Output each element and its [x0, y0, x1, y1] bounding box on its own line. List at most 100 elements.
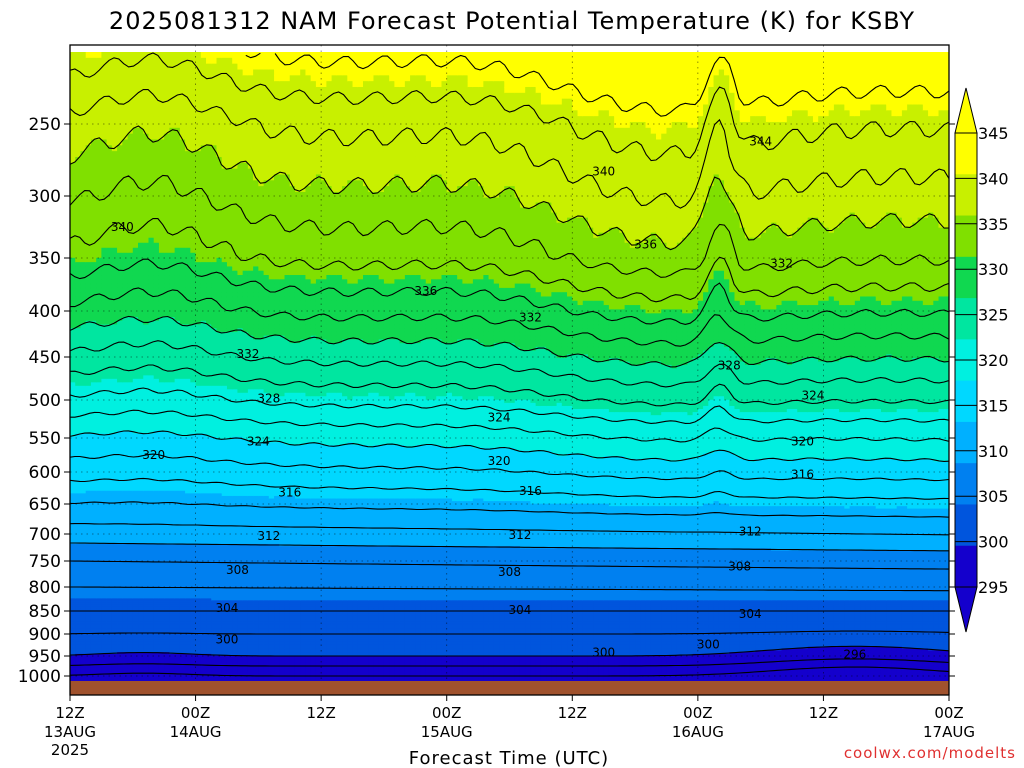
heatmap-cell	[117, 389, 123, 394]
heatmap-cell	[80, 639, 87, 643]
heatmap-cell	[148, 464, 155, 468]
heatmap-cell	[111, 673, 118, 676]
heatmap-cell	[111, 606, 118, 609]
heatmap-cell	[117, 382, 123, 387]
heatmap-cell	[138, 324, 144, 329]
heatmap-cell	[85, 222, 92, 229]
heatmap-cell	[101, 537, 108, 541]
heatmap-cell	[132, 594, 139, 598]
heatmap-cell	[96, 418, 102, 422]
heatmap-cell	[127, 644, 134, 648]
heatmap-cell	[138, 168, 144, 176]
heatmap-cell	[132, 127, 139, 135]
heatmap-cell	[85, 174, 92, 181]
heatmap-cell	[164, 156, 171, 164]
heatmap-cell	[101, 357, 108, 363]
heatmap-cell	[117, 506, 123, 510]
heatmap-cell	[85, 667, 92, 670]
heatmap-cell	[101, 488, 108, 492]
heatmap-cell	[106, 242, 113, 249]
heatmap-cell	[117, 81, 123, 88]
heatmap-cell	[75, 592, 82, 596]
heatmap-cell	[90, 464, 97, 468]
heatmap-cell	[185, 375, 191, 380]
heatmap-cell	[179, 279, 186, 285]
heatmap-cell	[96, 396, 102, 401]
heatmap-cell	[117, 217, 123, 224]
heatmap-cell	[75, 127, 82, 135]
heatmap-cell	[138, 439, 144, 443]
heatmap-cell	[122, 539, 129, 543]
heatmap-cell	[138, 368, 144, 373]
heatmap-cell	[96, 104, 102, 111]
heatmap-cell	[111, 439, 118, 443]
heatmap-cell	[80, 567, 87, 571]
heatmap-cell	[138, 430, 144, 435]
heatmap-cell	[106, 600, 113, 603]
heatmap-cell	[143, 657, 150, 660]
heatmap-cell	[101, 232, 108, 239]
heatmap-cell	[75, 506, 82, 510]
heatmap-cell	[153, 382, 160, 387]
heatmap-cell	[70, 611, 76, 615]
heatmap-cell	[138, 202, 144, 209]
heatmap-cell	[90, 382, 97, 387]
heatmap-cell	[132, 346, 139, 352]
heatmap-cell	[138, 309, 144, 314]
heatmap-cell	[80, 375, 87, 380]
heatmap-cell	[101, 621, 108, 624]
heatmap-cell	[101, 98, 108, 106]
heatmap-cell	[127, 567, 134, 571]
heatmap-cell	[80, 525, 87, 529]
heatmap-cell	[106, 588, 113, 592]
heatmap-cell	[143, 611, 150, 615]
heatmap-cell	[90, 475, 97, 479]
heatmap-cell	[148, 313, 155, 318]
heatmap-cell	[96, 296, 102, 302]
heatmap-cell	[117, 461, 123, 465]
heatmap-cell	[138, 207, 144, 214]
heatmap-cell	[117, 186, 123, 193]
heatmap-cell	[75, 561, 82, 565]
heatmap-cell	[75, 630, 82, 634]
heatmap-cell	[96, 606, 102, 609]
heatmap-cell	[138, 660, 144, 663]
heatmap-cell	[75, 520, 82, 524]
heatmap-cell	[85, 637, 92, 641]
heatmap-cell	[195, 191, 202, 199]
heatmap-cell	[85, 415, 92, 419]
heatmap-cell	[143, 520, 150, 524]
heatmap-cell	[127, 357, 134, 363]
heatmap-cell	[127, 596, 134, 599]
heatmap-cell	[85, 604, 92, 607]
heatmap-cell	[85, 567, 92, 571]
heatmap-cell	[174, 371, 181, 376]
heatmap-cell	[127, 116, 134, 123]
heatmap-cell	[111, 461, 118, 465]
heatmap-cell	[85, 399, 92, 404]
heatmap-cell	[101, 461, 108, 465]
heatmap-cell	[143, 202, 150, 209]
heatmap-cell	[122, 668, 129, 671]
heatmap-cell	[70, 270, 76, 276]
heatmap-cell	[117, 262, 123, 268]
heatmap-cell	[138, 657, 144, 660]
heatmap-cell	[80, 630, 87, 634]
heatmap-cell	[138, 643, 144, 646]
heatmap-cell	[185, 151, 191, 158]
heatmap-cell	[85, 450, 92, 454]
heatmap-cell	[85, 588, 92, 592]
heatmap-cell	[195, 252, 202, 259]
heatmap-cell	[122, 657, 129, 660]
heatmap-cell	[90, 657, 97, 660]
heatmap-cell	[127, 305, 134, 310]
heatmap-cell	[90, 275, 97, 280]
heatmap-cell	[111, 670, 118, 673]
heatmap-cell	[143, 563, 150, 567]
heatmap-cell	[132, 528, 139, 532]
heatmap-cell	[70, 427, 76, 432]
heatmap-cell	[101, 242, 108, 249]
heatmap-cell	[153, 162, 160, 170]
heatmap-cell	[101, 156, 108, 164]
heatmap-cell	[70, 530, 76, 534]
